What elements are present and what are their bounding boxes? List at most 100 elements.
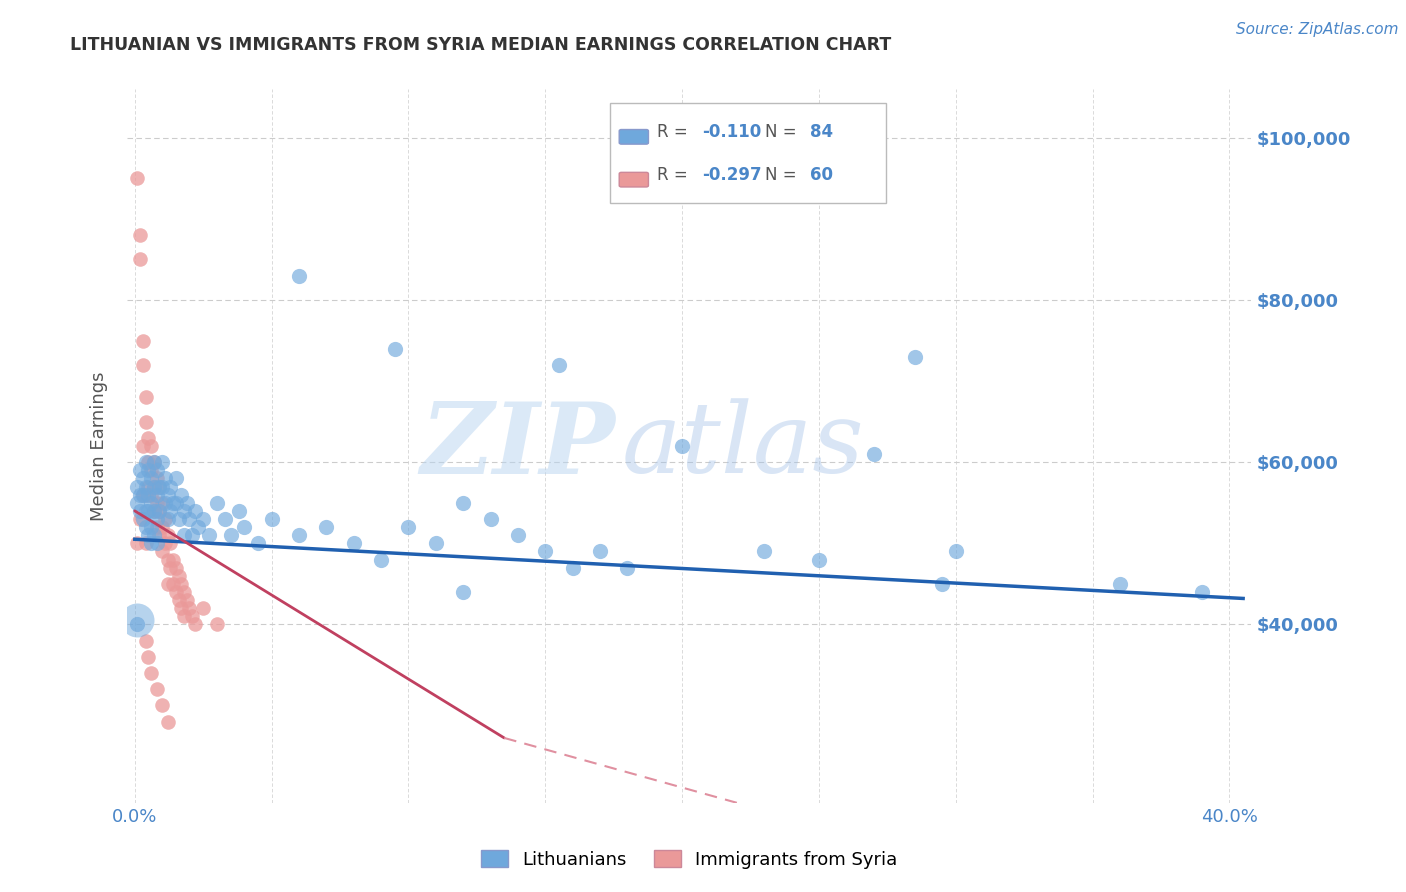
Point — [156, 528, 179, 542]
Point — [148, 528, 170, 542]
Point — [167, 593, 190, 607]
Point — [931, 577, 953, 591]
Point — [135, 520, 157, 534]
Point — [396, 520, 419, 534]
Point — [548, 358, 571, 372]
FancyBboxPatch shape — [619, 129, 648, 145]
Point — [260, 512, 283, 526]
Point — [343, 536, 366, 550]
Point — [159, 536, 181, 550]
Point — [193, 512, 215, 526]
Point — [138, 463, 160, 477]
Point — [187, 520, 209, 534]
Point — [173, 585, 195, 599]
Point — [142, 504, 165, 518]
Point — [132, 488, 155, 502]
Point — [181, 528, 204, 542]
Point — [132, 512, 155, 526]
Point — [148, 479, 170, 493]
Text: -0.297: -0.297 — [703, 166, 762, 184]
Point — [370, 552, 392, 566]
Point — [156, 714, 179, 729]
Point — [479, 512, 502, 526]
Point — [132, 334, 155, 348]
Point — [233, 520, 256, 534]
Point — [451, 496, 474, 510]
Point — [1109, 577, 1132, 591]
Text: R =: R = — [658, 123, 693, 141]
Point — [145, 488, 167, 502]
Point — [145, 471, 167, 485]
Point — [141, 463, 163, 477]
Point — [153, 496, 176, 510]
Point — [159, 504, 181, 518]
Point — [145, 536, 167, 550]
Legend: Lithuanians, Immigrants from Syria: Lithuanians, Immigrants from Syria — [474, 843, 904, 876]
Point — [184, 504, 207, 518]
Point — [125, 613, 148, 627]
Point — [315, 520, 337, 534]
Point — [141, 520, 163, 534]
Point — [129, 504, 152, 518]
Point — [170, 488, 193, 502]
Point — [754, 544, 776, 558]
Point — [138, 431, 160, 445]
Point — [150, 520, 173, 534]
Y-axis label: Median Earnings: Median Earnings — [90, 371, 108, 521]
Point — [135, 455, 157, 469]
Point — [150, 496, 173, 510]
Point — [129, 228, 152, 243]
Point — [167, 512, 190, 526]
Point — [173, 609, 195, 624]
Point — [534, 544, 557, 558]
Point — [170, 577, 193, 591]
Point — [127, 479, 149, 493]
Point — [181, 609, 204, 624]
Point — [671, 439, 693, 453]
Text: 84: 84 — [810, 123, 834, 141]
FancyBboxPatch shape — [610, 103, 886, 203]
Point — [179, 512, 201, 526]
Point — [145, 463, 167, 477]
Point — [156, 577, 179, 591]
Point — [193, 601, 215, 615]
Point — [138, 528, 160, 542]
Point — [384, 342, 406, 356]
Point — [132, 471, 155, 485]
Point — [138, 649, 160, 664]
Point — [205, 617, 228, 632]
Point — [138, 488, 160, 502]
Point — [162, 577, 184, 591]
Point — [156, 512, 179, 526]
Point — [127, 536, 149, 550]
Point — [219, 528, 242, 542]
Point — [165, 585, 187, 599]
Point — [150, 698, 173, 713]
Point — [141, 471, 163, 485]
Point — [561, 560, 583, 574]
Point — [145, 520, 167, 534]
Text: LITHUANIAN VS IMMIGRANTS FROM SYRIA MEDIAN EARNINGS CORRELATION CHART: LITHUANIAN VS IMMIGRANTS FROM SYRIA MEDI… — [70, 36, 891, 54]
Point — [129, 463, 152, 477]
Point — [141, 439, 163, 453]
Point — [148, 504, 170, 518]
Point — [148, 504, 170, 518]
Point — [159, 560, 181, 574]
Point — [129, 512, 152, 526]
FancyBboxPatch shape — [619, 172, 648, 187]
Point — [288, 528, 311, 542]
Point — [138, 455, 160, 469]
Text: R =: R = — [658, 166, 693, 184]
Point — [167, 568, 190, 582]
Point — [165, 560, 187, 574]
Point — [156, 488, 179, 502]
Point — [214, 512, 236, 526]
Point — [170, 601, 193, 615]
Text: Source: ZipAtlas.com: Source: ZipAtlas.com — [1236, 22, 1399, 37]
Point — [288, 268, 311, 283]
Point — [132, 488, 155, 502]
Point — [138, 479, 160, 493]
Point — [589, 544, 612, 558]
Point — [162, 496, 184, 510]
Point — [145, 682, 167, 697]
